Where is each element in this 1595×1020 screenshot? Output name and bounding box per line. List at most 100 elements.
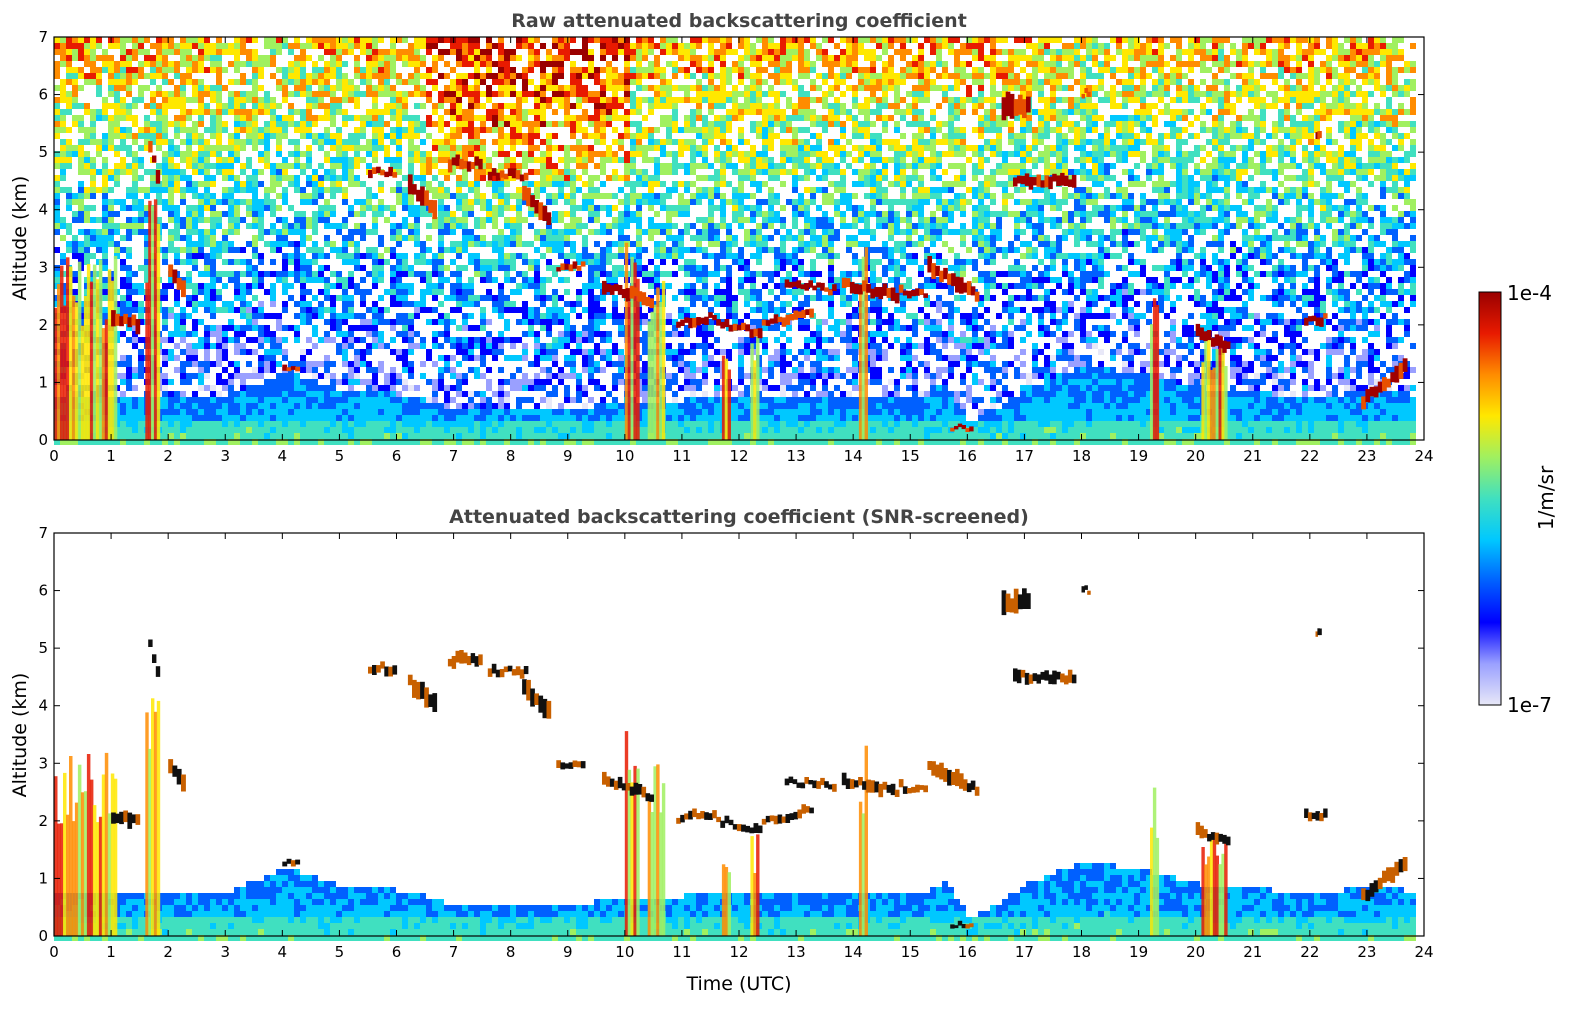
heatmap-cell <box>96 79 102 85</box>
heatmap-cell <box>390 325 396 331</box>
heatmap-cell <box>378 337 384 343</box>
heatmap-cell <box>672 187 678 193</box>
heatmap-cell <box>252 247 258 253</box>
heatmap-cell <box>210 343 216 349</box>
heatmap-cell <box>570 349 576 355</box>
heatmap-cell <box>462 433 468 439</box>
heatmap-cell <box>144 247 150 253</box>
heatmap-cell <box>222 121 228 127</box>
heatmap-cell <box>660 181 666 187</box>
heatmap-cell <box>126 79 132 85</box>
heatmap-cell <box>132 37 138 43</box>
heatmap-cell <box>264 43 270 49</box>
heatmap-cell <box>372 265 378 271</box>
heatmap-cell <box>408 331 414 337</box>
heatmap-cell <box>282 307 288 313</box>
heatmap-cell <box>582 67 588 73</box>
heatmap-cell <box>78 439 84 445</box>
heatmap-cell <box>294 79 300 85</box>
heatmap-cell <box>438 415 444 421</box>
heatmap-cell <box>228 403 234 409</box>
heatmap-cell <box>414 67 420 73</box>
heatmap-cell <box>78 157 84 163</box>
heatmap-cell <box>372 205 378 211</box>
heatmap-cell <box>60 109 66 115</box>
heatmap-cell <box>426 235 432 241</box>
heatmap-cell <box>234 409 240 415</box>
heatmap-cell <box>258 253 264 259</box>
heatmap-cell <box>576 253 582 259</box>
heatmap-cell <box>276 403 282 409</box>
heatmap-cell <box>444 229 450 235</box>
heatmap-cell <box>552 133 558 139</box>
heatmap-cell <box>348 391 354 397</box>
heatmap-cell <box>438 259 444 265</box>
heatmap-cell <box>360 421 366 427</box>
heatmap-cell <box>564 91 570 97</box>
heatmap-cell <box>72 79 78 85</box>
heatmap-cell <box>300 259 306 265</box>
heatmap-cell <box>612 139 618 145</box>
heatmap-cell <box>204 205 210 211</box>
heatmap-cell <box>240 115 246 121</box>
heatmap-cell <box>426 283 432 289</box>
heatmap-cell <box>498 109 504 115</box>
heatmap-cell <box>228 361 234 367</box>
heatmap-cell <box>444 139 450 145</box>
heatmap-cell <box>588 175 594 181</box>
heatmap-cell <box>528 49 534 55</box>
heatmap-cell <box>408 139 414 145</box>
heatmap-cell <box>282 127 288 133</box>
heatmap-cell <box>366 61 372 67</box>
heatmap-cell <box>312 439 318 445</box>
heatmap-cell <box>372 73 378 79</box>
heatmap-cell <box>570 199 576 205</box>
heatmap-cell <box>312 403 318 409</box>
heatmap-cell <box>354 367 360 373</box>
heatmap-cell <box>204 409 210 415</box>
heatmap-cell <box>624 163 630 169</box>
heatmap-cell <box>306 367 312 373</box>
heatmap-cell <box>336 421 342 427</box>
heatmap-cell <box>546 421 552 427</box>
heatmap-cell <box>378 37 384 43</box>
heatmap-cell <box>174 301 180 307</box>
heatmap-cell <box>480 319 486 325</box>
heatmap-cell <box>282 427 288 433</box>
heatmap-cell <box>168 307 174 313</box>
heatmap-cell <box>132 415 138 421</box>
heatmap-cell <box>666 163 672 169</box>
heatmap-cell <box>570 229 576 235</box>
heatmap-cell <box>144 235 150 241</box>
heatmap-cell <box>198 115 204 121</box>
heatmap-cell <box>270 289 276 295</box>
heatmap-cell <box>54 229 60 235</box>
heatmap-cell <box>558 193 564 199</box>
heatmap-cell <box>318 133 324 139</box>
heatmap-cell <box>552 409 558 415</box>
heatmap-cell <box>588 307 594 313</box>
heatmap-cell <box>216 157 222 163</box>
heatmap-cell <box>402 313 408 319</box>
heatmap-cell <box>138 97 144 103</box>
heatmap-cell <box>390 277 396 283</box>
heatmap-cell <box>186 295 192 301</box>
heatmap-cell <box>642 169 648 175</box>
heatmap-cell <box>222 259 228 265</box>
heatmap-cell <box>198 169 204 175</box>
heatmap-cell <box>264 37 270 43</box>
heatmap-cell <box>114 97 120 103</box>
heatmap-cell <box>288 163 294 169</box>
heatmap-cell <box>180 325 186 331</box>
heatmap-cell <box>666 85 672 91</box>
heatmap-cell <box>354 325 360 331</box>
heatmap-cell <box>138 265 144 271</box>
heatmap-cell <box>474 223 480 229</box>
heatmap-cell <box>204 397 210 403</box>
heatmap-cell <box>528 319 534 325</box>
heatmap-cell <box>264 229 270 235</box>
heatmap-cell <box>258 433 264 439</box>
heatmap-cell <box>198 157 204 163</box>
heatmap-cell <box>510 79 516 85</box>
heatmap-cell <box>132 151 138 157</box>
